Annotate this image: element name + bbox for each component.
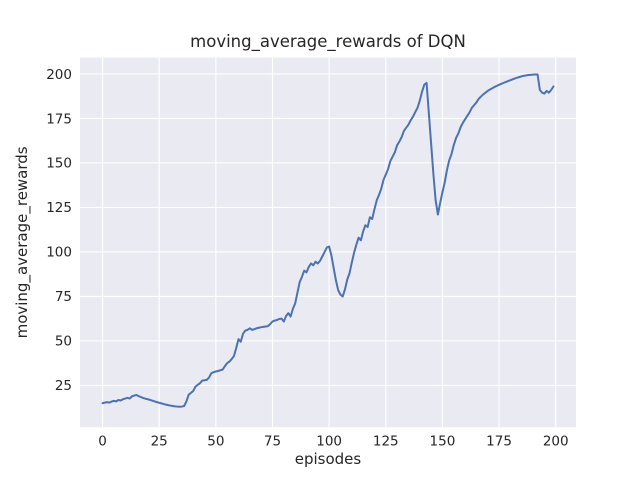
y-axis-label: moving_average_rewards — [13, 146, 32, 338]
y-tick-label: 25 — [55, 378, 72, 394]
y-tick-label: 175 — [46, 111, 72, 127]
x-tick-labels: 0 25 50 75 100 125 150 175 200 — [98, 434, 568, 450]
chart-title: moving_average_rewards of DQN — [190, 32, 466, 52]
x-tick-label: 25 — [151, 434, 168, 450]
y-tick-label: 100 — [46, 245, 72, 261]
grid-lines — [80, 57, 576, 428]
y-tick-labels: 25 50 75 100 125 150 175 200 — [46, 67, 72, 394]
x-axis-label: episodes — [295, 450, 362, 468]
dqn-reward-line-series — [101, 73, 555, 408]
y-tick-label: 125 — [46, 200, 72, 216]
y-tick-label: 200 — [46, 67, 72, 83]
x-tick-label: 150 — [430, 434, 456, 450]
x-tick-label: 200 — [543, 434, 569, 450]
x-tick-label: 50 — [207, 434, 224, 450]
x-tick-label: 0 — [98, 434, 107, 450]
x-tick-label: 100 — [316, 434, 342, 450]
y-tick-label: 50 — [55, 334, 72, 350]
y-tick-label: 150 — [46, 156, 72, 172]
plot-area — [80, 57, 576, 428]
x-tick-label: 75 — [264, 434, 281, 450]
x-tick-label: 175 — [486, 434, 512, 450]
y-tick-label: 75 — [55, 289, 72, 305]
x-tick-label: 125 — [373, 434, 399, 450]
